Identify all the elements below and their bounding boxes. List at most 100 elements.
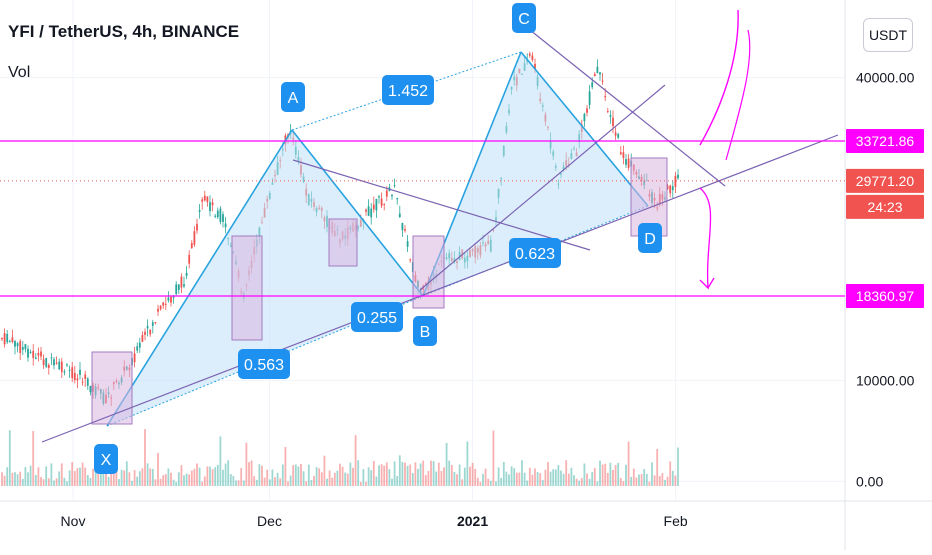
- candle-body: [73, 372, 76, 381]
- candle-body: [406, 241, 409, 247]
- volume-bar: [214, 467, 217, 486]
- y-tick-label-2: 0.00: [856, 473, 883, 489]
- candle-body: [50, 357, 53, 359]
- candle-body: [154, 322, 157, 324]
- ratio-label-0-255-bg: [351, 302, 403, 332]
- candle-body: [666, 185, 669, 190]
- candle-body: [151, 322, 154, 326]
- candle-body: [365, 209, 367, 212]
- volume-bar: [118, 479, 120, 486]
- candle-body: [396, 197, 399, 200]
- volume-bar: [53, 480, 55, 486]
- candle-body: [669, 185, 672, 194]
- candle-body: [224, 223, 227, 228]
- volume-bar: [671, 470, 674, 486]
- candle-body: [203, 195, 206, 201]
- pattern-triangle-xab: [107, 130, 423, 426]
- volume-bar: [502, 461, 505, 486]
- volume-bar: [250, 460, 253, 486]
- candle-body: [593, 73, 596, 77]
- volume-bar: [81, 462, 84, 486]
- currency-button[interactable]: USDT: [863, 18, 913, 52]
- candle-body: [81, 381, 84, 383]
- volume-bar: [666, 476, 669, 486]
- candle-body: [211, 202, 214, 206]
- candle-body: [401, 222, 404, 231]
- candle-body: [34, 357, 37, 360]
- volume-bar: [14, 472, 16, 486]
- candle-body: [193, 231, 196, 245]
- point-label-d: D: [644, 231, 656, 248]
- volume-bar: [479, 481, 482, 486]
- volume-bar: [248, 462, 250, 486]
- candle-body: [609, 115, 612, 117]
- volume-bar: [279, 478, 282, 486]
- volume-bar: [362, 469, 365, 486]
- volume-bar: [115, 461, 118, 486]
- volume-bar: [547, 462, 549, 486]
- volume-bar: [138, 471, 141, 486]
- volume-bar: [336, 470, 339, 486]
- volume-bar: [11, 472, 14, 486]
- volume-bar: [651, 462, 653, 486]
- point-label-b: B: [420, 324, 431, 341]
- volume-bar: [151, 468, 154, 486]
- candle-body: [133, 353, 136, 363]
- volume-bar: [102, 473, 105, 486]
- volume-bar: [79, 467, 81, 486]
- volume-bar: [482, 473, 484, 486]
- volume-bar: [469, 466, 471, 486]
- volume-bar: [432, 461, 435, 486]
- current-price-tag-bg: [846, 168, 924, 193]
- volume-bar: [661, 473, 664, 486]
- volume-bar: [323, 455, 326, 486]
- volume-bar: [144, 429, 146, 486]
- volume-bar: [34, 474, 37, 486]
- volume-bar: [484, 468, 487, 486]
- candle-body: [144, 331, 146, 335]
- volume-bar: [149, 468, 152, 486]
- volume-bar: [536, 472, 539, 486]
- candle-body: [375, 198, 378, 211]
- volume-bar: [203, 476, 206, 486]
- volume-bar: [526, 480, 529, 486]
- candle-body: [55, 362, 58, 364]
- volume-bar: [508, 474, 510, 486]
- volume-bar: [518, 472, 521, 486]
- volume-bar: [380, 464, 383, 486]
- candle-body: [367, 206, 370, 216]
- volume-bar: [367, 467, 370, 486]
- volume-bar: [292, 465, 295, 486]
- volume-bar: [396, 475, 399, 486]
- candle-body: [76, 378, 79, 381]
- volume-bar: [346, 473, 349, 486]
- volume-bar: [32, 431, 35, 486]
- volume-bar: [159, 478, 162, 486]
- candle-body: [84, 374, 87, 379]
- volume-bar: [99, 471, 102, 486]
- volume-bar: [372, 461, 375, 486]
- candle-body: [32, 350, 35, 358]
- volume-bar: [658, 476, 661, 486]
- volume-bar: [357, 460, 360, 486]
- volume-bar: [612, 469, 614, 486]
- volume-bar: [315, 467, 318, 486]
- candle-body: [188, 254, 191, 264]
- candle-body: [378, 196, 380, 198]
- candle-body: [68, 369, 71, 371]
- volume-bar: [627, 441, 630, 486]
- volume-bar: [523, 472, 526, 486]
- pattern-leg-ab: [291, 129, 424, 297]
- volume-bar: [219, 436, 222, 486]
- candle-body: [6, 333, 9, 343]
- volume-bar: [232, 475, 235, 486]
- volume-bar: [328, 470, 331, 486]
- volume-bar: [586, 473, 588, 486]
- volume-bar: [110, 464, 113, 486]
- volume-bar: [289, 475, 292, 486]
- volume-bar: [320, 472, 323, 486]
- volume-bar: [266, 469, 269, 486]
- volume-bar: [66, 481, 68, 486]
